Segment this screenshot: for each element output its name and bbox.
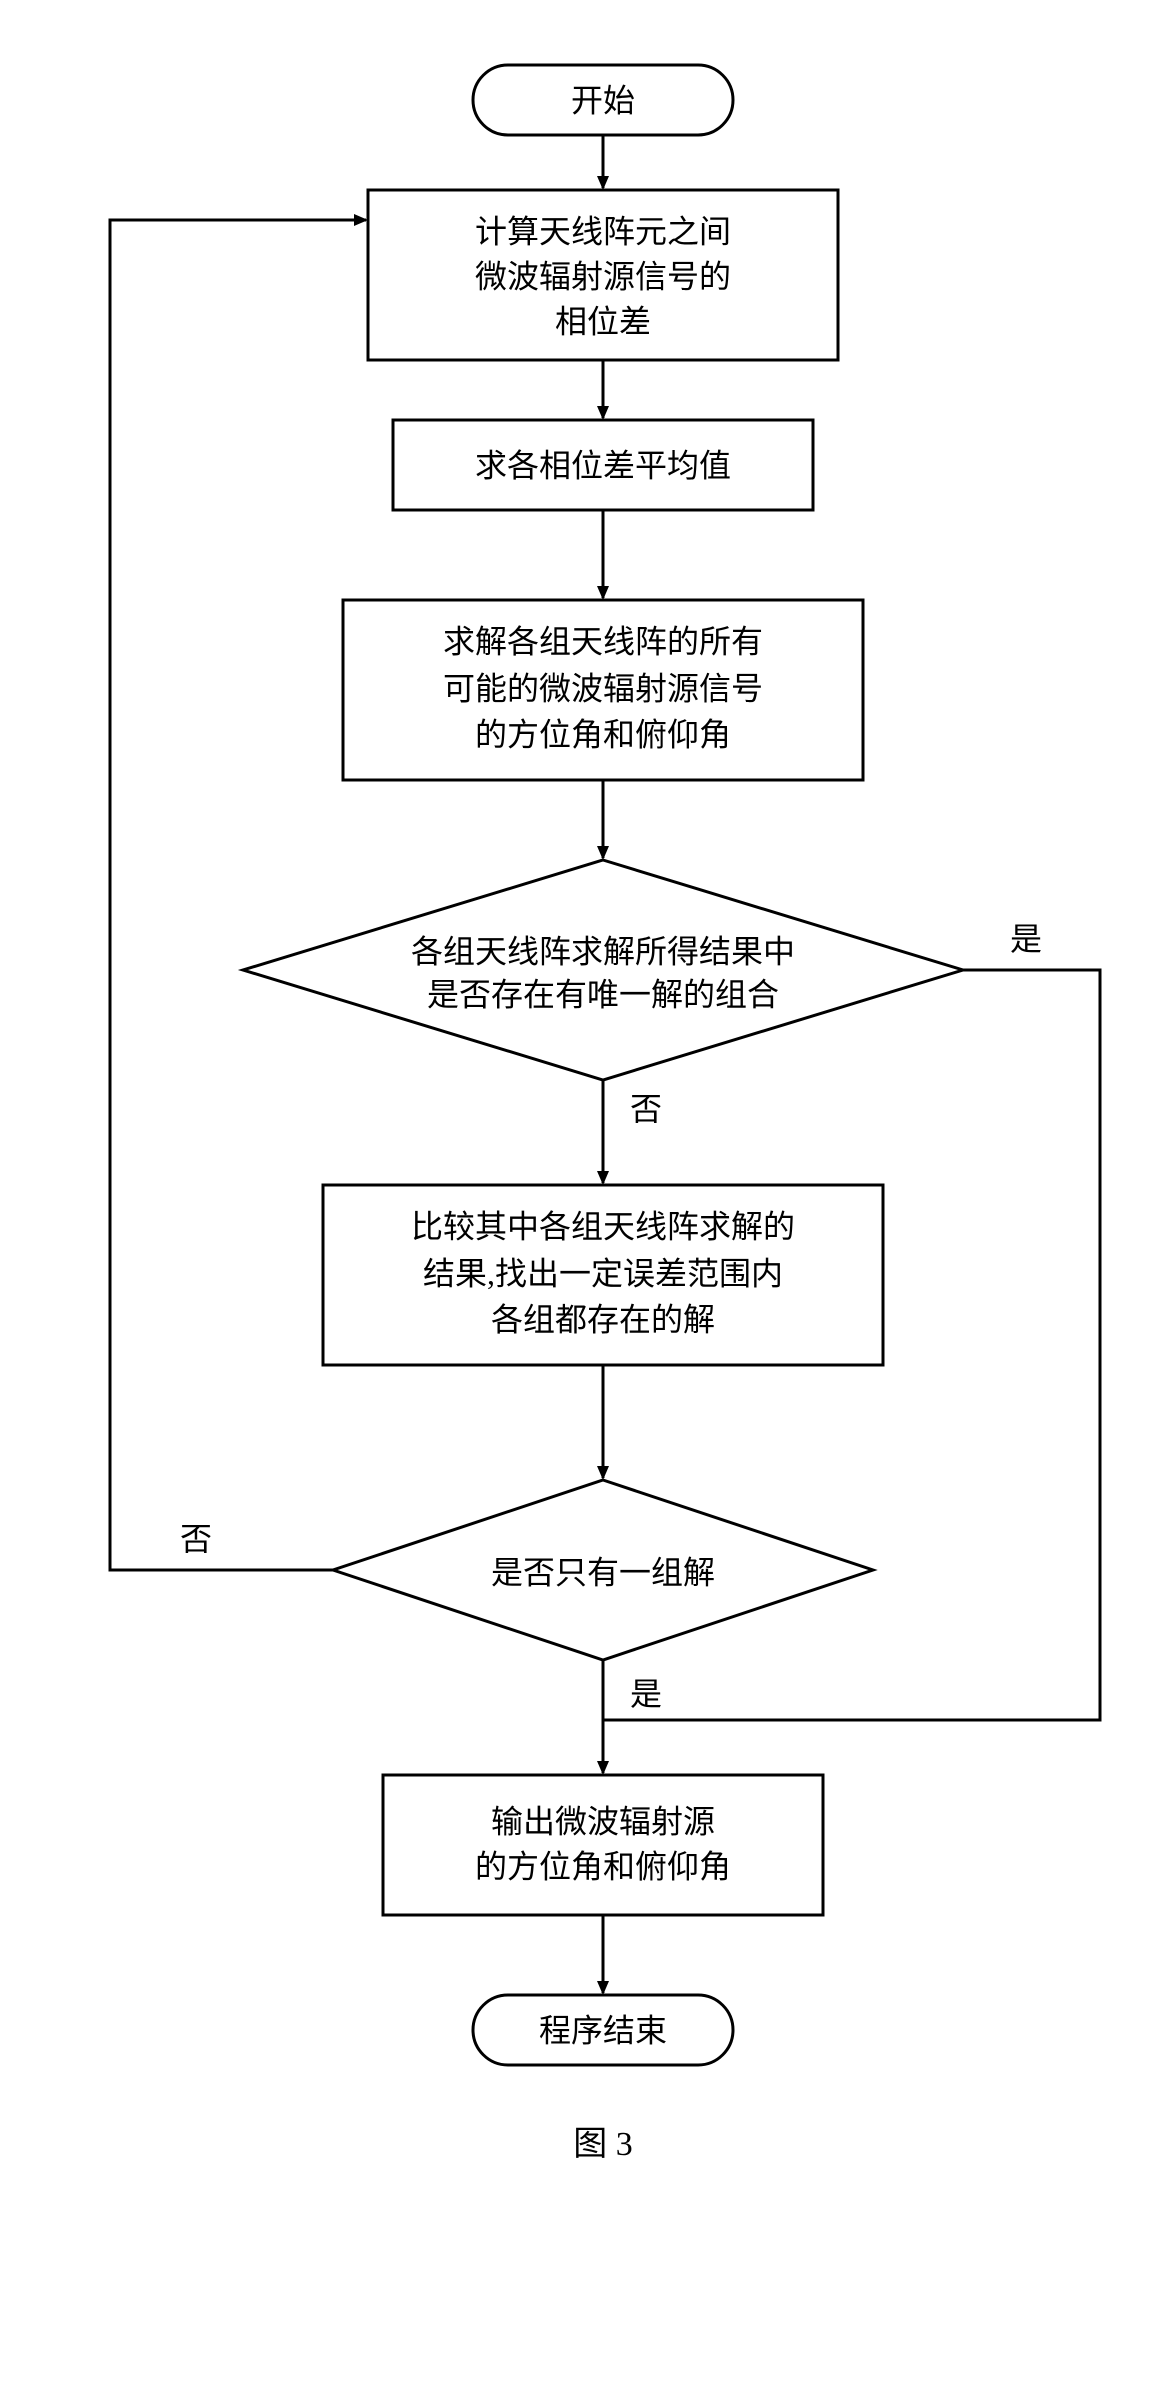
dec2-line1: 是否只有一组解 [491, 1554, 715, 1590]
step5-line2: 的方位角和俯仰角 [475, 1848, 731, 1884]
node-step4: 比较其中各组天线阵求解的 结果,找出一定误差范围内 各组都存在的解 [323, 1185, 883, 1365]
step4-line2: 结果,找出一定误差范围内 [423, 1255, 783, 1291]
node-dec2: 是否只有一组解 [333, 1480, 873, 1660]
step3-line3: 的方位角和俯仰角 [475, 716, 731, 752]
dec2-yes-label: 是 [630, 1676, 662, 1712]
step1-line1: 计算天线阵元之间 [475, 213, 731, 249]
node-step5: 输出微波辐射源 的方位角和俯仰角 [383, 1775, 823, 1915]
edge-dec1-step5-yes [603, 970, 1100, 1773]
node-start: 开始 [473, 65, 733, 135]
node-end: 程序结束 [473, 1995, 733, 2065]
step2-line1: 求各相位差平均值 [475, 447, 731, 483]
node-step1: 计算天线阵元之间 微波辐射源信号的 相位差 [368, 190, 838, 360]
edge-dec2-step1-no [110, 220, 366, 1570]
dec1-line2: 是否存在有唯一解的组合 [427, 976, 779, 1012]
step1-line3: 相位差 [555, 303, 651, 339]
step4-line3: 各组都存在的解 [491, 1301, 715, 1337]
node-step2: 求各相位差平均值 [393, 420, 813, 510]
step4-line1: 比较其中各组天线阵求解的 [411, 1208, 795, 1244]
step3-line1: 求解各组天线阵的所有 [443, 623, 763, 659]
figure-caption: 图 3 [573, 2126, 633, 2163]
dec1-yes-label: 是 [1010, 921, 1042, 957]
dec2-no-label: 否 [180, 1521, 212, 1557]
step5-line1: 输出微波辐射源 [491, 1803, 715, 1839]
flowchart-svg: 开始 计算天线阵元之间 微波辐射源信号的 相位差 求各相位差平均值 求解各组天线… [20, 20, 1166, 2371]
dec1-line1: 各组天线阵求解所得结果中 [411, 933, 795, 969]
step1-line2: 微波辐射源信号的 [475, 258, 731, 294]
end-label: 程序结束 [539, 2012, 667, 2048]
dec1-no-label: 否 [630, 1091, 662, 1127]
step3-line2: 可能的微波辐射源信号 [443, 670, 763, 706]
node-step3: 求解各组天线阵的所有 可能的微波辐射源信号 的方位角和俯仰角 [343, 600, 863, 780]
node-dec1: 各组天线阵求解所得结果中 是否存在有唯一解的组合 [243, 860, 963, 1080]
start-label: 开始 [571, 82, 635, 118]
